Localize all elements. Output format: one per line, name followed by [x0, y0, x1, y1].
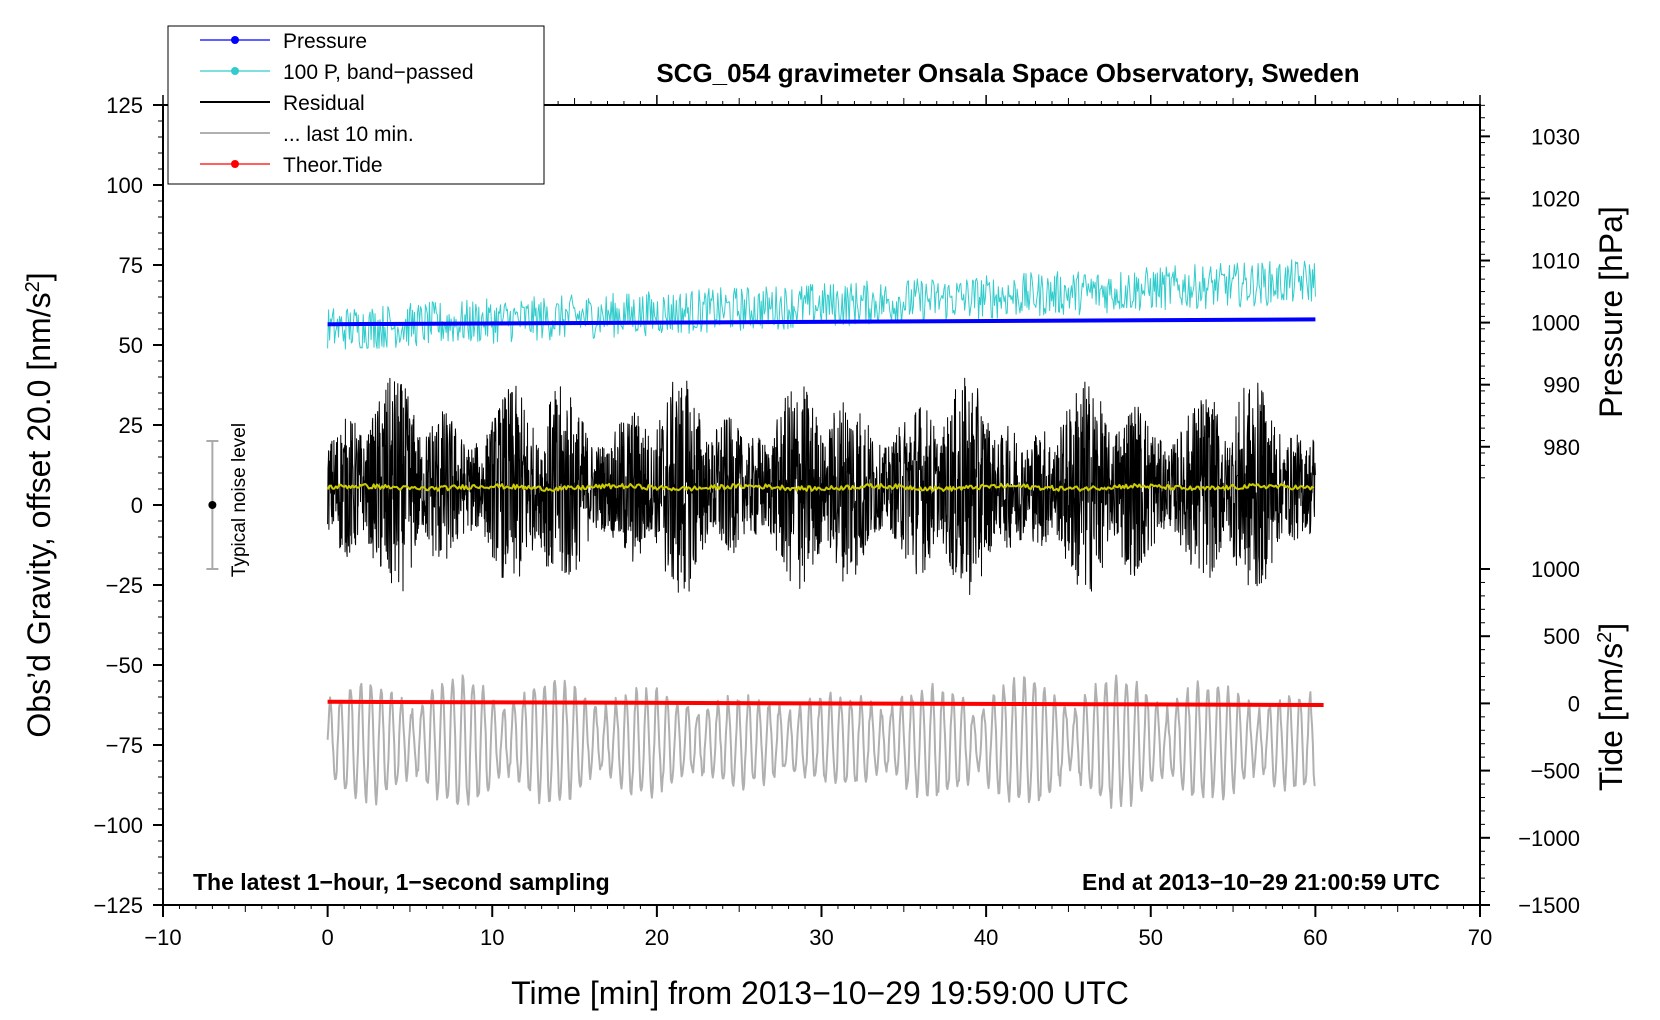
series-last-10-min: [326, 674, 1316, 809]
x-tick-label: 70: [1468, 925, 1492, 950]
pressure-tick-label: 1000: [1531, 311, 1580, 336]
x-tick-label: 0: [322, 925, 334, 950]
x-tick-label: 60: [1303, 925, 1327, 950]
pressure-tick-label: 980: [1543, 435, 1580, 460]
x-tick-label: 40: [974, 925, 998, 950]
legend-label: 100 P, band−passed: [283, 61, 474, 84]
y-tick-label: −75: [106, 733, 143, 758]
y-axis-title-left-sup: 2: [22, 281, 44, 292]
tide-tick-label: 1000: [1531, 557, 1580, 582]
y-axis-title-tide: Tide [nm/s2]: [1593, 623, 1629, 791]
legend-label: Residual: [283, 92, 365, 115]
tide-tick-label: 500: [1543, 624, 1580, 649]
series-band-passed: [327, 259, 1316, 350]
y-axis-title-tide-sup: 2: [1594, 632, 1616, 643]
tide-tick-label: −1000: [1518, 826, 1580, 851]
x-tick-label: 50: [1139, 925, 1163, 950]
legend-entries: Pressure 100 P, band−passed Residual ... la…: [200, 30, 474, 177]
series-layer: [326, 259, 1324, 809]
note-sampling: The latest 1−hour, 1−second sampling: [193, 869, 610, 895]
legend-marker: [231, 36, 239, 44]
y-tick-label: −25: [106, 573, 143, 598]
legend-marker: [231, 67, 239, 75]
note-end-time: End at 2013−10−29 21:00:59 UTC: [1082, 869, 1440, 895]
noise-level-label: Typical noise level: [229, 423, 250, 577]
series-residual-smoothed: [326, 482, 1315, 492]
y-axis-title-left-main: Obs’d Gravity, offset 20.0 [nm/s: [21, 292, 57, 737]
pressure-tick-label: 1020: [1531, 186, 1580, 211]
legend-label: Theor.Tide: [283, 154, 383, 177]
noise-center-dot: [208, 501, 217, 509]
x-tick-label: 20: [645, 925, 669, 950]
y-tick-label: 125: [106, 93, 143, 118]
y-tick-label: 0: [131, 493, 143, 518]
tide-tick-label: 0: [1568, 691, 1580, 716]
y-tick-label: −125: [93, 893, 143, 918]
y-tick-label: −100: [93, 813, 143, 838]
y-tick-label: 100: [106, 173, 143, 198]
tide-tick-label: −1500: [1518, 893, 1580, 918]
x-tick-label: −10: [144, 925, 181, 950]
pressure-tick-label: 1010: [1531, 249, 1580, 274]
series-residual: [327, 377, 1316, 595]
y-axis-title-tide-end: ]: [1593, 623, 1629, 632]
legend-marker: [231, 160, 239, 168]
y-tick-label: 25: [119, 413, 143, 438]
pressure-tick-label: 990: [1543, 373, 1580, 398]
x-tick-label: 10: [480, 925, 504, 950]
pressure-tick-label: 1030: [1531, 124, 1580, 149]
legend-label: Pressure: [283, 30, 367, 53]
legend: Pressure 100 P, band−passed Residual ... la…: [167, 25, 545, 185]
series-theor-tide: [327, 699, 1324, 707]
y-tick-label: 75: [119, 253, 143, 278]
y-axis-title-left: Obs’d Gravity, offset 20.0 [nm/s2]: [21, 272, 57, 737]
series-pressure: [327, 317, 1316, 327]
y-tick-label: −50: [106, 653, 143, 678]
y-axis-title-tide-main: Tide [nm/s: [1593, 643, 1629, 791]
legend-label: ... last 10 min.: [283, 123, 414, 146]
chart-title: SCG_054 gravimeter Onsala Space Observat…: [656, 58, 1359, 88]
tide-tick-label: −500: [1530, 759, 1580, 784]
y-tick-label: 50: [119, 333, 143, 358]
tick-labels: −10 0 10 20 30 40 50 60 701251007550250−25−50−75…: [93, 93, 1580, 950]
x-tick-label: 30: [809, 925, 833, 950]
x-axis-title: Time [min] from 2013−10−29 19:59:00 UTC: [511, 975, 1129, 1011]
noise-indicator: [206, 440, 219, 570]
y-axis-title-left-end: ]: [21, 272, 57, 281]
y-axis-title-pressure: Pressure [hPa]: [1593, 206, 1629, 418]
legend-box: [167, 25, 545, 185]
